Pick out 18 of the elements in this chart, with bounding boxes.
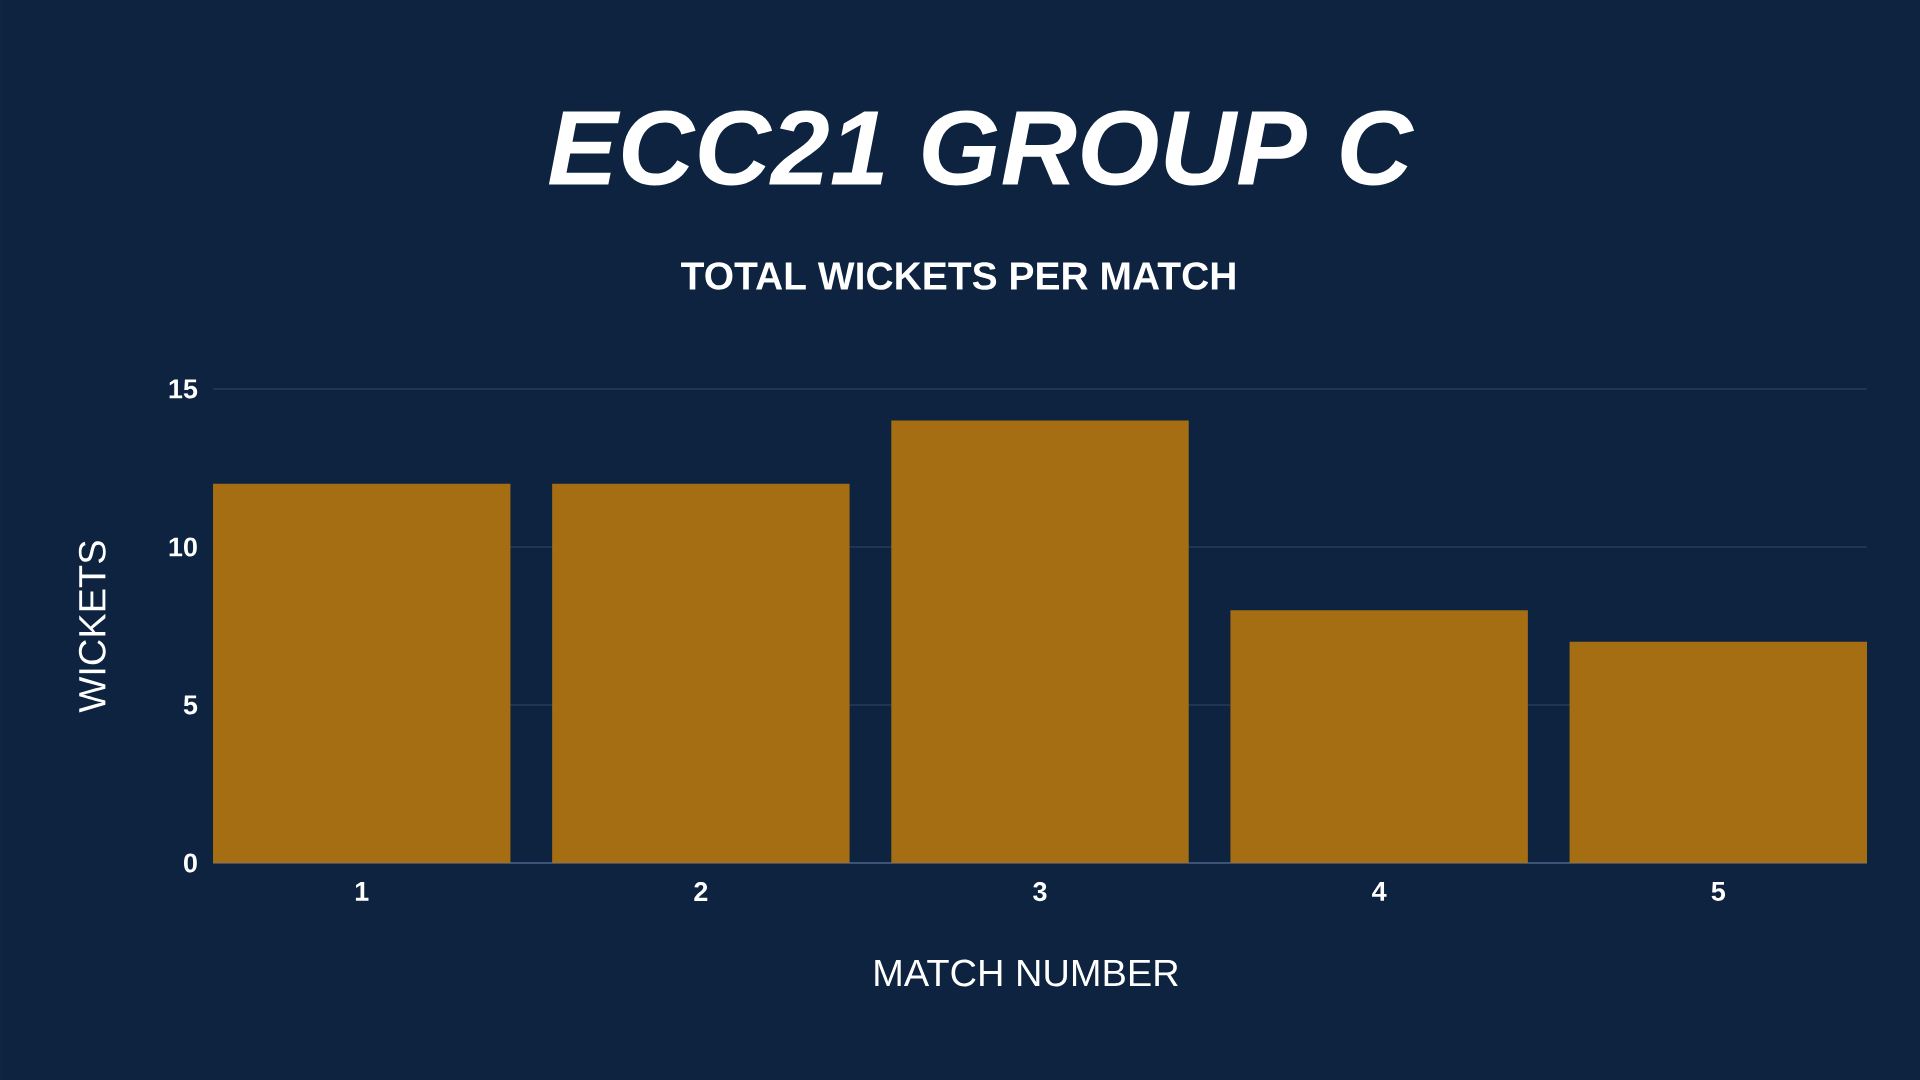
y-tick-label: 10 (169, 537, 197, 557)
bar (552, 483, 850, 863)
chart-subtitle: TOTAL WICKETS PER MATCH (681, 262, 1235, 290)
bar (213, 483, 511, 863)
x-tick-label: 5 (1711, 882, 1726, 901)
x-tick-label: 4 (1372, 882, 1387, 901)
x-tick-label: 2 (694, 882, 708, 901)
chart-title: ECC21 GROUP C (548, 110, 1415, 186)
bar (1569, 641, 1868, 863)
x-tick-label: 1 (355, 882, 369, 901)
y-tick-label: 5 (183, 695, 198, 715)
y-axis-title: WICKETS (78, 541, 106, 713)
x-tick-label: 3 (1033, 882, 1047, 902)
y-tick-label: 0 (183, 853, 197, 873)
x-axis-title: MATCH NUMBER (875, 959, 1178, 987)
bar (1230, 610, 1528, 863)
bar (891, 420, 1189, 863)
y-tick-label: 15 (169, 379, 198, 399)
